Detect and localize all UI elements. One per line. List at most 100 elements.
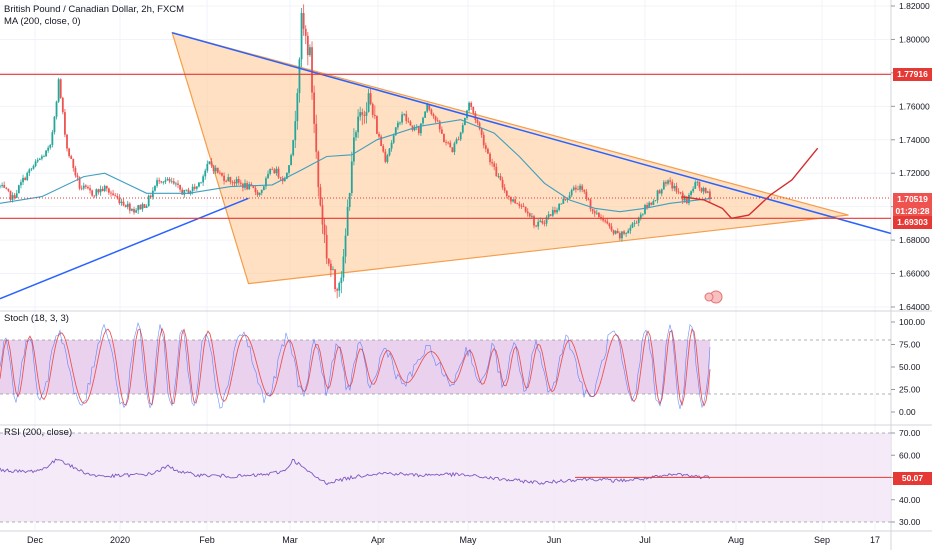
candle-body [55, 101, 58, 117]
candle-body [585, 191, 588, 199]
candle-body [520, 205, 523, 207]
candle-body [285, 172, 288, 179]
time-tick-label: Apr [371, 535, 385, 545]
candle-body [434, 116, 437, 121]
candle-body [499, 175, 502, 180]
candle-body [216, 167, 219, 173]
candle-body [329, 263, 332, 271]
candle-body [482, 134, 485, 146]
candle-body [604, 220, 607, 222]
candle-body [384, 151, 387, 162]
candle-body [455, 139, 458, 144]
candle-body [302, 13, 305, 29]
candle-body [459, 132, 462, 140]
candle-body [593, 211, 596, 214]
candle-body [17, 185, 20, 194]
rsi-pane [0, 432, 891, 523]
candle-body [650, 202, 653, 205]
candle-body [589, 199, 592, 210]
candle-body [0, 185, 1, 187]
candle-body [181, 189, 184, 195]
candle-body [24, 177, 27, 180]
time-tick-label: May [459, 535, 477, 545]
candle-body [551, 210, 554, 216]
candle-body [149, 195, 152, 198]
stoch-tick-label: 75.00 [899, 340, 921, 350]
candle-body [198, 182, 200, 187]
candle-body [646, 204, 648, 208]
candle-body [698, 181, 701, 188]
candle-body [267, 173, 269, 179]
candle-body [317, 151, 320, 188]
candle-body [363, 114, 366, 116]
drawings-background [171, 31, 849, 285]
candle-body [300, 13, 303, 60]
candle-body [355, 132, 357, 138]
candle-body [315, 123, 318, 152]
candle-body [231, 182, 234, 183]
candle-body [376, 116, 378, 134]
price-tick-label: 1.72000 [899, 168, 930, 178]
candle-body [535, 225, 537, 227]
rsi-tick-label: 40.00 [899, 495, 921, 505]
candle-body [151, 190, 154, 198]
candle-body [43, 156, 45, 158]
candle-body [495, 166, 498, 177]
candle-body [162, 181, 165, 183]
time-tick-label: Feb [199, 535, 215, 545]
candle-body [133, 208, 135, 213]
candle-body [325, 234, 328, 259]
candle-body [20, 182, 22, 186]
candle-body [5, 187, 8, 189]
candle-body [97, 189, 100, 193]
candle-body [581, 185, 584, 190]
candle-body [614, 230, 617, 234]
candle-body [336, 289, 339, 291]
candle-body [9, 190, 12, 200]
candle-body [40, 156, 43, 159]
candle-body [128, 203, 131, 211]
upper-trendline [171, 32, 892, 235]
candle-body [49, 144, 52, 148]
rsi-tick-label: 70.00 [899, 428, 921, 438]
candle-body [279, 177, 282, 179]
candle-body [195, 186, 198, 189]
candle-body [644, 204, 646, 214]
rsi-tick-label: 30.00 [899, 517, 921, 527]
candle-body [413, 127, 416, 131]
time-tick-label: 17 [870, 535, 880, 545]
stoch-tick-label: 25.00 [899, 385, 921, 395]
candle-body [311, 47, 313, 93]
candle-body [22, 177, 24, 183]
candle-body [587, 198, 590, 200]
candle-body [438, 121, 441, 130]
price-tick-label: 1.82000 [899, 1, 930, 11]
candle-body [166, 178, 169, 181]
projection-path [681, 147, 819, 220]
candle-body [80, 188, 83, 190]
candle-body [313, 92, 316, 124]
candle-body [348, 193, 351, 207]
candle-body [210, 161, 213, 166]
candle-body [702, 188, 705, 192]
candle-body [392, 135, 395, 143]
candle-body [380, 136, 383, 147]
candle-body [692, 188, 695, 192]
candle-body [70, 156, 73, 159]
candle-body [671, 181, 674, 189]
candle-body [510, 196, 512, 202]
ma-legend: MA (200, close, 0) [4, 16, 81, 27]
candle-body [688, 194, 690, 204]
candle-body [514, 199, 517, 204]
candle-body [623, 231, 625, 234]
candle-body [639, 214, 642, 218]
candle-body [390, 142, 393, 149]
candle-body [191, 186, 194, 192]
candle-body [432, 114, 435, 117]
candle-body [451, 147, 454, 153]
stoch-tick-label: 0.00 [899, 407, 916, 417]
candle-body [206, 163, 209, 171]
candle-body [118, 197, 121, 204]
candle-body [82, 185, 85, 189]
